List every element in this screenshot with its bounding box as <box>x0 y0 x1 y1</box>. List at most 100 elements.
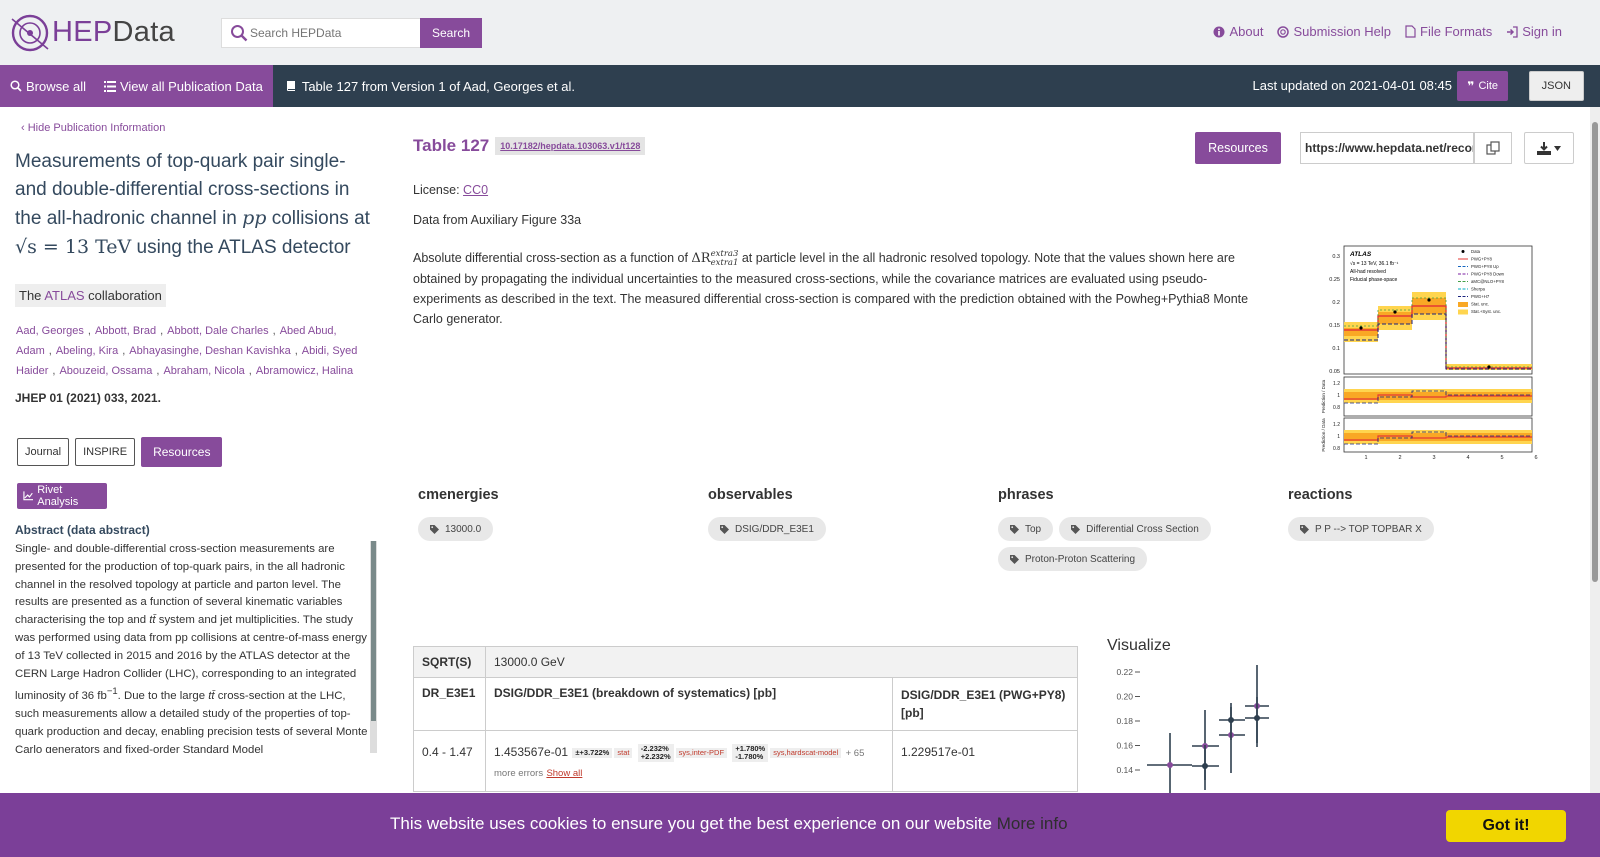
pdf-label: sys,inter-PDF <box>675 747 728 758</box>
keyword-column-reactions: reactions P P --> TOP TOPBAR X <box>1288 487 1518 541</box>
visualize-y-tick: 0.18 <box>1116 716 1133 726</box>
nav-about[interactable]: About <box>1213 24 1263 39</box>
visualize-plot[interactable]: 0.22 0.20 0.18 0.16 0.14 <box>1107 665 1307 795</box>
cookie-more-info-link[interactable]: More info <box>996 814 1068 833</box>
figure-ratio-alt-line <box>1344 431 1532 445</box>
figure-ratio-tick: 0.8 <box>1333 446 1340 452</box>
nav-sign-in[interactable]: Sign in <box>1506 24 1562 39</box>
nav-file-formats[interactable]: File Formats <box>1405 24 1492 39</box>
author-separator: , <box>272 325 276 337</box>
author-link[interactable]: Abhayasinghe, Deshan Kavishka <box>129 345 291 357</box>
breadcrumb-text: Table 127 from Version 1 of Aad, Georges… <box>301 78 575 94</box>
figure-ratio-ylabel: Prediction / Data <box>1321 418 1326 452</box>
figure-h7-line <box>1344 313 1532 370</box>
tag-icon <box>1010 554 1019 564</box>
visualize-y-tick: 0.14 <box>1116 765 1133 775</box>
keyword-chip[interactable]: Top <box>998 517 1054 541</box>
abstract-scrollbar[interactable] <box>370 541 377 753</box>
nav-submission-help-label: Submission Help <box>1293 24 1392 39</box>
nav-file-formats-label: File Formats <box>1420 24 1493 39</box>
figure-data-point <box>1487 365 1491 369</box>
keyword-chip[interactable]: Differential Cross Section <box>1059 517 1211 541</box>
figure-ratio-tick: 1 <box>1337 393 1340 399</box>
keyword-column-observables: observables DSIG/DDR_E3E1 <box>708 487 938 541</box>
browse-group: Browse all View all Publication Data <box>0 65 273 107</box>
hepdata-logo[interactable]: HEPData <box>8 11 175 55</box>
logo-text: HEPData <box>52 16 175 48</box>
publication-resources-button[interactable]: Resources <box>141 437 223 467</box>
nav-sign-in-label: Sign in <box>1522 24 1562 39</box>
figure-legend-swatch <box>1458 309 1468 315</box>
download-dropdown-button[interactable] <box>1524 132 1574 164</box>
quote-icon: ❞ <box>1467 79 1475 93</box>
author-link[interactable]: Abramowicz, Halina <box>255 365 354 377</box>
stat-error-badge: ±+3.722% <box>572 747 613 758</box>
author-link[interactable]: Abraham, Nicola <box>163 365 245 377</box>
search-icon <box>10 80 22 92</box>
column-header: DSIG/DDR_E3E1 (PWG+PY8) [pb] <box>892 677 1078 731</box>
collaboration-link[interactable]: ATLAS <box>44 288 85 303</box>
hide-publication-info-link[interactable]: ‹ Hide Publication Information <box>21 122 166 134</box>
cite-button[interactable]: ❞ Cite <box>1457 71 1508 101</box>
figure-y-tick: 0.1 <box>1332 346 1340 352</box>
view-all-publication-data-link[interactable]: View all Publication Data <box>103 79 263 94</box>
table-resources-button[interactable]: Resources <box>1195 132 1281 164</box>
keyword-chip[interactable]: DSIG/DDR_E3E1 <box>708 517 826 541</box>
figure-legend-label: PWG+PY8 Up <box>1471 264 1499 269</box>
inspire-button[interactable]: INSPIRE <box>75 438 136 466</box>
figure-x-tick: 6 <box>1534 455 1537 461</box>
cookie-accept-button[interactable]: Got it! <box>1446 810 1566 842</box>
figure-energy-label: √s = 13 TeV, 36.1 fb⁻¹ <box>1350 260 1399 267</box>
browse-all-link[interactable]: Browse all <box>10 79 86 94</box>
author-separator: , <box>52 365 56 377</box>
json-button[interactable]: JSON <box>1528 71 1584 101</box>
top-header: HEPData Search About Submission Help Fil… <box>0 0 1600 65</box>
tag-icon <box>1071 524 1081 534</box>
figure-legend-label: Sherpa <box>1471 287 1485 292</box>
bin-cell: 0.4 - 1.47 <box>413 730 486 792</box>
keyword-chip-label: DSIG/DDR_E3E1 <box>735 523 814 535</box>
keyword-heading: observables <box>708 487 793 503</box>
page-scrollbar[interactable] <box>1590 107 1600 807</box>
keyword-column-cmenergies: cmenergies 13000.0 <box>418 487 648 541</box>
author-link[interactable]: Abouzeid, Ossama <box>59 365 153 377</box>
figure-ratio-stat-band <box>1344 433 1532 441</box>
journal-button[interactable]: Journal <box>17 438 70 466</box>
author-link[interactable]: Abbott, Dale Charles <box>167 325 269 337</box>
cite-label: Cite <box>1478 80 1498 92</box>
author-separator: , <box>156 365 160 377</box>
license-link[interactable]: CC0 <box>463 183 489 197</box>
author-link[interactable]: Abed Abud, Adam <box>16 325 337 357</box>
show-all-errors-link[interactable]: Show all <box>546 768 583 779</box>
search-input[interactable] <box>250 25 415 40</box>
author-link[interactable]: Abbott, Brad <box>94 325 157 337</box>
abstract-scroll-area[interactable]: Single- and double-differential cross-se… <box>15 541 377 753</box>
keyword-chip[interactable]: 13000.0 <box>418 517 494 541</box>
cookie-banner: This website uses cookies to ensure you … <box>0 793 1600 857</box>
author-link[interactable]: Abeling, Kira <box>55 345 119 357</box>
figure-amc-line <box>1344 297 1532 368</box>
nav-submission-help[interactable]: Submission Help <box>1277 24 1391 39</box>
caret-down-icon <box>1554 145 1561 151</box>
figure-y-tick: 0.05 <box>1329 369 1340 375</box>
figure-legend-swatch <box>1461 250 1465 253</box>
keyword-chip-label: 13000.0 <box>445 523 482 535</box>
figure-ratio-alt-line <box>1344 390 1532 404</box>
figure-data-point <box>1359 326 1363 330</box>
breadcrumb: Table 127 from Version 1 of Aad, Georges… <box>285 79 575 94</box>
hardscat-label: sys,hardscat-model <box>770 747 842 758</box>
search-button[interactable]: Search <box>420 17 483 48</box>
figure-x-tick: 1 <box>1364 455 1367 461</box>
figure-ratio-tick: 1.2 <box>1333 422 1340 428</box>
keyword-chip[interactable]: Proton-Proton Scattering <box>998 547 1148 571</box>
publication-sidebar: ‹ Hide Publication Information Measureme… <box>15 122 377 753</box>
table-figure-thumbnail[interactable]: ATLAS √s = 13 TeV, 36.1 fb⁻¹ All-had resol… <box>1316 244 1538 470</box>
keyword-chip[interactable]: P P --> TOP TOPBAR X <box>1288 517 1434 541</box>
author-link[interactable]: Abidi, Syed Haider <box>16 345 358 377</box>
table-url-field[interactable]: https://www.hepdata.net/record/ <box>1300 132 1474 164</box>
author-link[interactable]: Aad, Georges <box>16 325 84 337</box>
copy-url-button[interactable] <box>1474 132 1512 164</box>
figure-x-tick: 4 <box>1466 455 1469 461</box>
rivet-analysis-button[interactable]: Rivet Analysis <box>17 483 107 509</box>
table-doi-link[interactable]: 10.17182/hepdata.103063.v1/t128 <box>495 137 646 155</box>
